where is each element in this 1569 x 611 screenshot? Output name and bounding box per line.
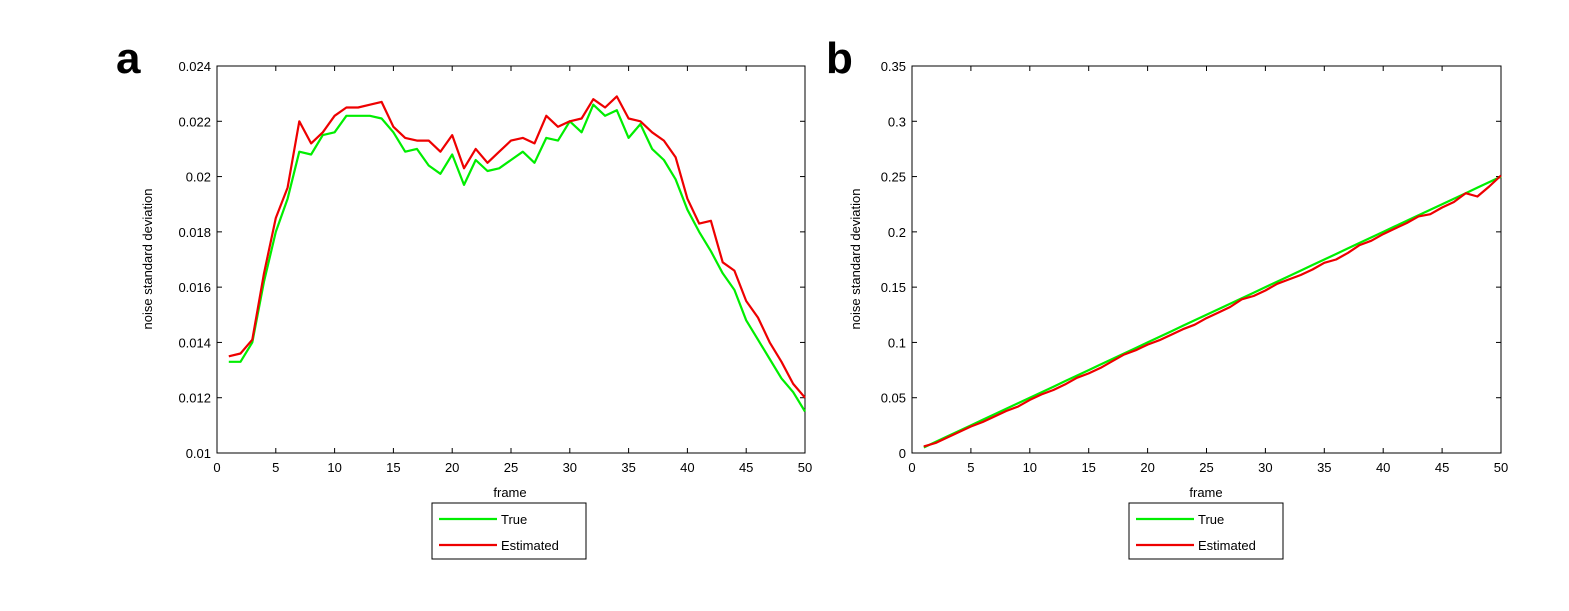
legend-box — [1128, 502, 1284, 560]
x-tick-label: 0 — [908, 460, 915, 475]
x-tick-label: 15 — [386, 460, 400, 475]
x-tick-label: 25 — [1199, 460, 1213, 475]
series-line-true — [228, 103, 806, 413]
legend-label-estimated: Estimated — [1198, 538, 1256, 553]
y-tick-label: 0.01 — [186, 446, 211, 461]
plot-area — [216, 65, 806, 454]
legend-label-true: True — [501, 512, 527, 527]
x-tick-label: 40 — [1376, 460, 1390, 475]
y-tick-label: 0.016 — [178, 280, 211, 295]
x-tick-label: 20 — [1140, 460, 1154, 475]
x-tick-label: 15 — [1081, 460, 1095, 475]
y-tick-label: 0.024 — [178, 59, 211, 74]
x-tick-label: 30 — [563, 460, 577, 475]
x-tick-label: 35 — [1317, 460, 1331, 475]
x-tick-label: 45 — [739, 460, 753, 475]
x-tick-label: 20 — [445, 460, 459, 475]
y-tick-label: 0.02 — [186, 170, 211, 185]
chart-panel-a: a frame noise standard deviation 0 5 10 15 2… — [116, 34, 812, 560]
panel-letter-b: b — [826, 34, 853, 83]
legend-box — [431, 502, 587, 560]
x-tick-label: 0 — [213, 460, 220, 475]
y-axis-label: noise standard deviation — [140, 189, 155, 330]
y-tick-label: 0.1 — [888, 335, 906, 350]
legend: True Estimated — [431, 502, 587, 560]
y-axis-label: noise standard deviation — [848, 189, 863, 330]
y-tick-label: 0.018 — [178, 225, 211, 240]
x-tick-label: 45 — [1435, 460, 1449, 475]
panel-letter-a: a — [116, 34, 141, 83]
x-tick-label: 50 — [798, 460, 812, 475]
x-tick-label: 25 — [504, 460, 518, 475]
y-tick-label: 0.25 — [881, 170, 906, 185]
x-axis-label: frame — [1189, 485, 1222, 500]
legend-label-true: True — [1198, 512, 1224, 527]
series-line-estimated — [923, 174, 1502, 448]
y-tick-label: 0 — [899, 446, 906, 461]
x-tick-label: 10 — [1023, 460, 1037, 475]
y-tick-label: 0.012 — [178, 391, 211, 406]
x-tick-label: 5 — [967, 460, 974, 475]
x-tick-label: 30 — [1258, 460, 1272, 475]
series-line-true — [923, 175, 1502, 449]
plot-area — [911, 65, 1502, 454]
chart-panel-b: b frame noise standard deviation 0 5 10 15 2… — [826, 34, 1508, 560]
y-tick-label: 0.35 — [881, 59, 906, 74]
y-tick-label: 0.2 — [888, 225, 906, 240]
y-tick-label: 0.15 — [881, 280, 906, 295]
x-tick-label: 35 — [621, 460, 635, 475]
y-tick-label: 0.022 — [178, 114, 211, 129]
y-tick-label: 0.014 — [178, 335, 211, 350]
x-tick-label: 40 — [680, 460, 694, 475]
legend-label-estimated: Estimated — [501, 538, 559, 553]
x-tick-label: 50 — [1494, 460, 1508, 475]
y-tick-label: 0.05 — [881, 391, 906, 406]
y-tick-label: 0.3 — [888, 114, 906, 129]
x-tick-label: 10 — [327, 460, 341, 475]
x-tick-label: 5 — [272, 460, 279, 475]
x-axis-label: frame — [493, 485, 526, 500]
series-line-estimated — [228, 95, 806, 399]
legend: True Estimated — [1128, 502, 1284, 560]
